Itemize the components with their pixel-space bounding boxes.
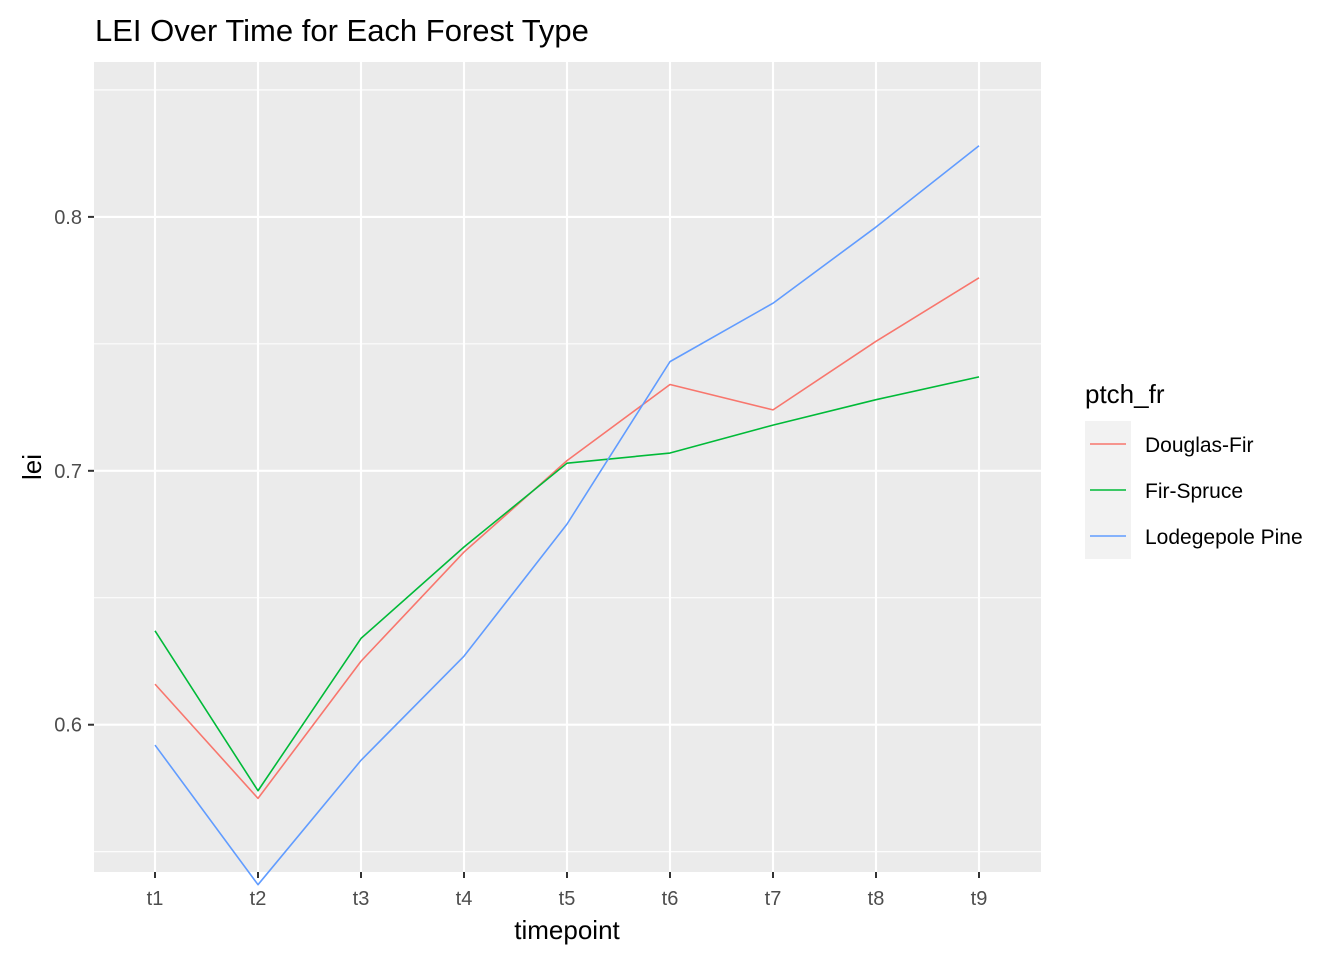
x-axis: t1 t2 t3 t4 t5 t6 t7 t8 t9: [147, 872, 988, 910]
legend: ptch_fr Douglas-Fir Fir-Spruce Lodegepole …: [1085, 379, 1303, 559]
grid: [94, 62, 1041, 872]
x-axis-title: timepoint: [514, 915, 620, 945]
x-tick-label-t6: t6: [662, 888, 679, 910]
x-tick-label-t1: t1: [147, 888, 164, 910]
legend-label-douglas-fir: Douglas-Fir: [1145, 434, 1254, 457]
x-tick-label-t3: t3: [353, 888, 370, 910]
series-line-douglas-fir: [154, 277, 980, 800]
x-tick-label-t5: t5: [559, 888, 576, 910]
x-tick-label-t2: t2: [250, 888, 267, 910]
series-lines: [154, 145, 980, 886]
x-tick-label-t9: t9: [971, 888, 988, 910]
y-axis: 0.6 0.7 0.8: [54, 207, 94, 737]
series-line-lodegepole-pine: [154, 145, 980, 886]
legend-title: ptch_fr: [1085, 379, 1165, 409]
y-tick-label-1: 0.7: [54, 461, 82, 483]
series-line-fir-spruce: [154, 376, 980, 792]
legend-label-lodegepole-pine: Lodegepole Pine: [1145, 526, 1303, 549]
x-tick-label-t8: t8: [868, 888, 885, 910]
y-tick-label-2: 0.8: [54, 207, 82, 229]
x-tick-label-t7: t7: [765, 888, 782, 910]
x-tick-label-t4: t4: [456, 888, 473, 910]
y-axis-title: lei: [17, 454, 47, 480]
legend-label-fir-spruce: Fir-Spruce: [1145, 480, 1243, 503]
y-tick-label-0: 0.6: [54, 715, 82, 737]
chart-title: LEI Over Time for Each Forest Type: [95, 13, 589, 48]
